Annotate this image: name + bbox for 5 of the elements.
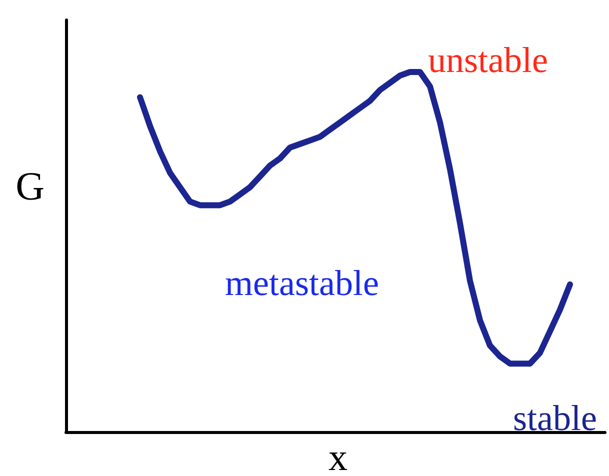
annotation: stable <box>512 398 597 438</box>
annotation: metastable <box>224 263 379 303</box>
x-axis-title: x <box>328 437 348 476</box>
y-axis-title: G <box>16 164 44 208</box>
annotation: unstable <box>428 40 548 80</box>
